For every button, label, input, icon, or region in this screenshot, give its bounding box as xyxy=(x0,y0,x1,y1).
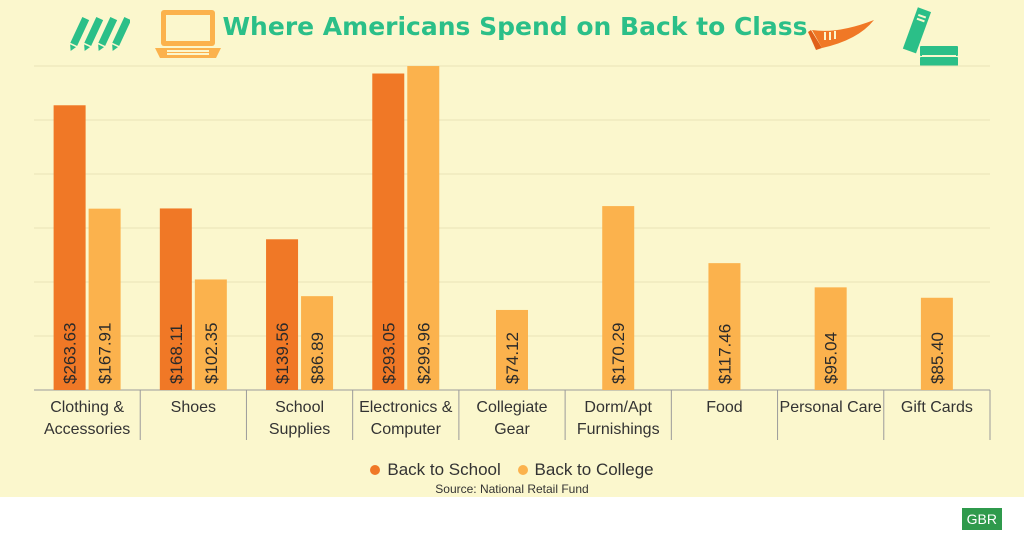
bar-school xyxy=(372,73,405,391)
legend-label-college: Back to College xyxy=(534,460,654,479)
data-label: $102.35 xyxy=(202,323,221,384)
category-label: School xyxy=(275,399,324,416)
category-label: Gear xyxy=(494,421,530,438)
bar-school xyxy=(53,105,86,390)
data-label: $95.04 xyxy=(822,332,841,384)
bar-college xyxy=(88,208,121,390)
books-icon xyxy=(902,7,958,66)
data-label: $74.12 xyxy=(503,332,522,384)
pencils-icon xyxy=(68,14,130,54)
category-label: Dorm/Apt xyxy=(584,399,652,416)
category-label: Collegiate xyxy=(476,399,547,416)
category-label: Supplies xyxy=(269,421,330,438)
category-label: Gift Cards xyxy=(901,399,973,416)
data-label: $299.96 xyxy=(414,323,433,384)
category-label: Furnishings xyxy=(577,421,660,438)
category-label: Accessories xyxy=(44,421,130,438)
category-label: Shoes xyxy=(171,399,216,416)
category-label: Computer xyxy=(371,421,442,438)
data-label: $168.11 xyxy=(167,324,186,384)
legend-swatch-school xyxy=(370,465,381,475)
legend-label-school: Back to School xyxy=(387,460,501,479)
source-note: Source: National Retail Fund xyxy=(435,482,589,496)
laptop-icon xyxy=(155,10,221,58)
legend-item-school: Back to School xyxy=(370,460,501,480)
data-label: $293.05 xyxy=(379,323,398,384)
chart-title: Where Americans Spend on Back to Class xyxy=(222,12,808,41)
category-label: Food xyxy=(706,399,742,416)
bar-college xyxy=(602,206,635,390)
brand-badge: GBR xyxy=(961,508,1002,530)
bar-chart: $263.63 $167.91 Clothing & Accessories $168.… xyxy=(34,65,991,440)
bar-college xyxy=(194,279,227,390)
bar-college xyxy=(301,296,334,390)
bar-college xyxy=(708,263,741,390)
category-label: Electronics & xyxy=(359,399,453,416)
data-label: $139.56 xyxy=(273,323,292,384)
bar-college xyxy=(920,297,953,390)
legend-item-college: Back to College xyxy=(517,460,654,480)
data-label: $117.46 xyxy=(715,324,734,384)
category-label: Clothing & xyxy=(50,399,124,416)
data-label: $170.29 xyxy=(609,323,628,384)
bar-college xyxy=(407,66,440,390)
pennant-icon xyxy=(808,20,874,50)
category-label: Personal Care xyxy=(780,399,882,416)
bar-school xyxy=(159,208,192,390)
data-label: $86.89 xyxy=(308,332,327,384)
bar-college xyxy=(814,287,847,390)
bar-college xyxy=(496,309,528,390)
bar-school xyxy=(266,239,299,390)
data-label: $167.91 xyxy=(96,323,115,384)
legend: Back to School Back to College xyxy=(0,460,1024,480)
data-label: $85.40 xyxy=(928,332,947,384)
legend-swatch-college xyxy=(517,465,528,475)
data-label: $263.63 xyxy=(61,323,80,384)
